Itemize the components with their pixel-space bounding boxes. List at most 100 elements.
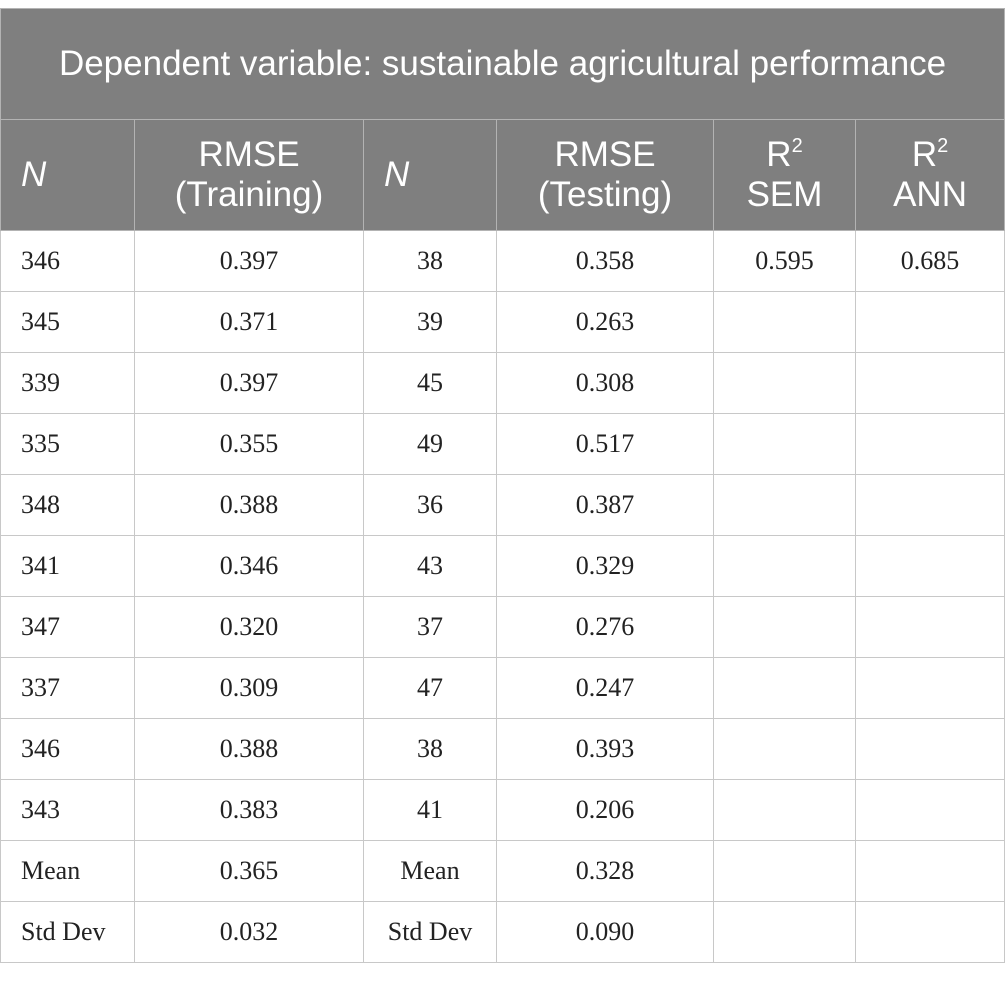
cell-rmse-testing: 0.329 bbox=[497, 536, 714, 597]
cell-rmse-training: 0.383 bbox=[135, 780, 364, 841]
header-r2-ann-label: ANN bbox=[893, 175, 967, 214]
cell-n-testing: 38 bbox=[364, 231, 497, 292]
cell-n-testing: Std Dev bbox=[364, 902, 497, 963]
cell-rmse-training: 0.388 bbox=[135, 719, 364, 780]
results-table: Dependent variable: sustainable agricult… bbox=[0, 8, 1005, 963]
cell-r2-sem bbox=[714, 353, 856, 414]
cell-r2-sem: 0.595 bbox=[714, 231, 856, 292]
header-r2-ann-base: R bbox=[912, 135, 937, 174]
cell-rmse-training: 0.397 bbox=[135, 231, 364, 292]
cell-rmse-training: 0.365 bbox=[135, 841, 364, 902]
cell-r2-sem bbox=[714, 841, 856, 902]
cell-rmse-testing: 0.517 bbox=[497, 414, 714, 475]
cell-r2-ann bbox=[856, 414, 1005, 475]
header-r2-sem-base: R bbox=[766, 135, 791, 174]
cell-r2-ann bbox=[856, 292, 1005, 353]
cell-rmse-testing: 0.308 bbox=[497, 353, 714, 414]
cell-rmse-training: 0.397 bbox=[135, 353, 364, 414]
cell-n-training: 347 bbox=[1, 597, 135, 658]
header-r2-sem-sup: 2 bbox=[792, 135, 803, 157]
cell-rmse-testing: 0.263 bbox=[497, 292, 714, 353]
cell-r2-ann bbox=[856, 902, 1005, 963]
cell-n-training: 343 bbox=[1, 780, 135, 841]
cell-r2-ann bbox=[856, 841, 1005, 902]
cell-n-testing: 47 bbox=[364, 658, 497, 719]
cell-rmse-training: 0.346 bbox=[135, 536, 364, 597]
cell-r2-ann bbox=[856, 719, 1005, 780]
header-row: N RMSE(Training) N RMSE(Testing) R2SEM R… bbox=[1, 120, 1005, 231]
cell-n-testing: 37 bbox=[364, 597, 497, 658]
cell-rmse-training: 0.371 bbox=[135, 292, 364, 353]
cell-n-training: Mean bbox=[1, 841, 135, 902]
table-row: 3480.388360.387 bbox=[1, 475, 1005, 536]
cell-n-training: 346 bbox=[1, 719, 135, 780]
table-row: 3470.320370.276 bbox=[1, 597, 1005, 658]
cell-rmse-training: 0.355 bbox=[135, 414, 364, 475]
cell-rmse-testing: 0.328 bbox=[497, 841, 714, 902]
cell-r2-sem bbox=[714, 597, 856, 658]
table-body: 3460.397380.3580.5950.6853450.371390.263… bbox=[1, 231, 1005, 963]
cell-r2-ann bbox=[856, 475, 1005, 536]
cell-r2-sem bbox=[714, 292, 856, 353]
header-r2-sem-label: SEM bbox=[747, 175, 823, 214]
cell-rmse-testing: 0.090 bbox=[497, 902, 714, 963]
cell-r2-sem bbox=[714, 719, 856, 780]
header-rmse-training-line1: RMSE bbox=[198, 135, 299, 174]
cell-r2-sem bbox=[714, 658, 856, 719]
cell-r2-sem bbox=[714, 536, 856, 597]
cell-n-testing: 38 bbox=[364, 719, 497, 780]
cell-rmse-testing: 0.358 bbox=[497, 231, 714, 292]
cell-rmse-testing: 0.247 bbox=[497, 658, 714, 719]
cell-n-training: Std Dev bbox=[1, 902, 135, 963]
cell-n-training: 335 bbox=[1, 414, 135, 475]
header-rmse-training-line2: (Training) bbox=[175, 175, 323, 214]
cell-n-testing: 39 bbox=[364, 292, 497, 353]
cell-r2-ann: 0.685 bbox=[856, 231, 1005, 292]
cell-n-testing: 49 bbox=[364, 414, 497, 475]
cell-rmse-testing: 0.276 bbox=[497, 597, 714, 658]
cell-r2-sem bbox=[714, 780, 856, 841]
cell-r2-ann bbox=[856, 597, 1005, 658]
cell-n-testing: 45 bbox=[364, 353, 497, 414]
cell-rmse-testing: 0.206 bbox=[497, 780, 714, 841]
cell-rmse-testing: 0.393 bbox=[497, 719, 714, 780]
cell-n-testing: 36 bbox=[364, 475, 497, 536]
header-n-testing-label: N bbox=[384, 155, 409, 194]
table-row: 3410.346430.329 bbox=[1, 536, 1005, 597]
table-row: 3460.388380.393 bbox=[1, 719, 1005, 780]
cell-r2-sem bbox=[714, 475, 856, 536]
table-row: 3450.371390.263 bbox=[1, 292, 1005, 353]
cell-rmse-training: 0.032 bbox=[135, 902, 364, 963]
table-row: 3370.309470.247 bbox=[1, 658, 1005, 719]
title-row: Dependent variable: sustainable agricult… bbox=[1, 9, 1005, 120]
table-title: Dependent variable: sustainable agricult… bbox=[1, 9, 1005, 120]
table-row: Mean0.365Mean0.328 bbox=[1, 841, 1005, 902]
header-n-training: N bbox=[1, 120, 135, 231]
cell-n-training: 348 bbox=[1, 475, 135, 536]
cell-r2-ann bbox=[856, 536, 1005, 597]
cell-n-testing: 41 bbox=[364, 780, 497, 841]
cell-rmse-training: 0.309 bbox=[135, 658, 364, 719]
cell-r2-sem bbox=[714, 902, 856, 963]
header-rmse-testing-line1: RMSE bbox=[554, 135, 655, 174]
cell-r2-ann bbox=[856, 353, 1005, 414]
cell-n-testing: Mean bbox=[364, 841, 497, 902]
cell-rmse-training: 0.388 bbox=[135, 475, 364, 536]
cell-n-training: 339 bbox=[1, 353, 135, 414]
header-r2-sem: R2 SEM bbox=[714, 120, 856, 231]
header-rmse-testing: RMSE(Testing) bbox=[497, 120, 714, 231]
cell-n-training: 341 bbox=[1, 536, 135, 597]
header-n-training-label: N bbox=[21, 155, 46, 194]
table-row: 3460.397380.3580.5950.685 bbox=[1, 231, 1005, 292]
cell-rmse-training: 0.320 bbox=[135, 597, 364, 658]
cell-r2-ann bbox=[856, 780, 1005, 841]
cell-r2-ann bbox=[856, 658, 1005, 719]
cell-n-training: 337 bbox=[1, 658, 135, 719]
header-n-testing: N bbox=[364, 120, 497, 231]
header-r2-ann: R2 ANN bbox=[856, 120, 1005, 231]
header-r2-ann-sup: 2 bbox=[937, 135, 948, 157]
table-row: 3430.383410.206 bbox=[1, 780, 1005, 841]
table-row: Std Dev0.032Std Dev0.090 bbox=[1, 902, 1005, 963]
cell-n-training: 345 bbox=[1, 292, 135, 353]
header-rmse-training: RMSE(Training) bbox=[135, 120, 364, 231]
